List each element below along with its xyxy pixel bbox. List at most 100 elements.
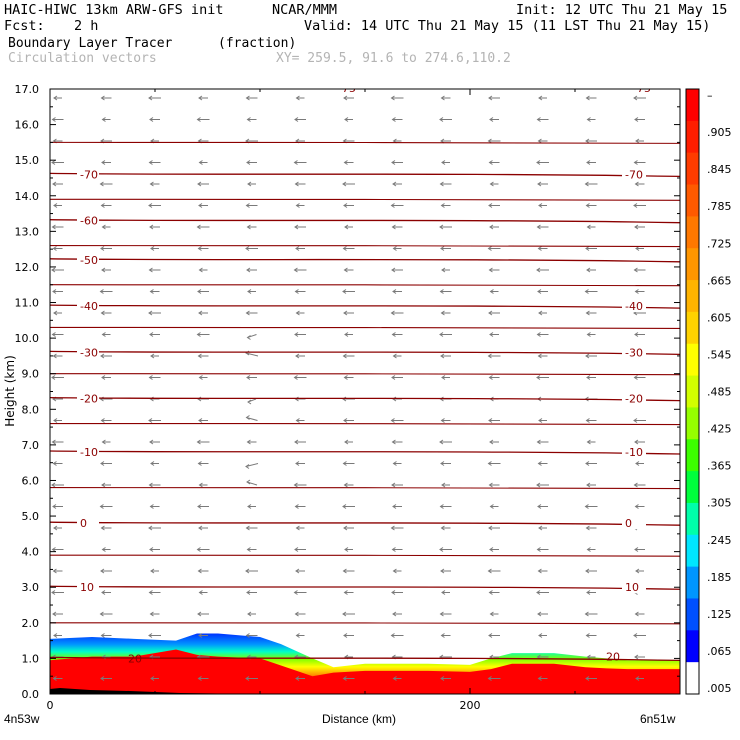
contour-label-right: 0	[625, 517, 632, 530]
y-tick-label: 7.0	[22, 439, 40, 452]
vector-arrow	[150, 461, 159, 466]
vector-arrow	[488, 633, 500, 638]
vector-arrow	[489, 224, 499, 230]
vector-arrow	[51, 482, 64, 488]
vector-arrow	[441, 375, 450, 380]
vector-arrow	[101, 160, 111, 165]
vector-arrow	[586, 375, 596, 380]
vector-arrow	[489, 504, 499, 509]
vector-arrow	[440, 353, 451, 359]
vector-arrow	[293, 375, 307, 380]
vector-arrow	[392, 181, 402, 187]
contour-label-top: -75	[633, 82, 651, 95]
vector-arrow	[391, 332, 403, 337]
temperature-contour-line	[50, 219, 680, 224]
vector-arrow	[245, 310, 258, 316]
vector-arrow	[633, 95, 646, 101]
vector-arrow	[148, 633, 161, 638]
vector-arrow	[342, 181, 355, 187]
vector-arrow	[196, 547, 210, 552]
contour-label-left: -30	[80, 346, 98, 359]
vector-arrow	[149, 181, 160, 187]
vector-arrow	[536, 117, 549, 122]
temperature-contour-line	[50, 487, 680, 490]
y-tick-label: 4.0	[22, 546, 40, 559]
vector-arrow	[585, 310, 597, 316]
vector-arrow	[635, 246, 644, 251]
vector-arrow	[342, 504, 355, 509]
vector-arrow	[101, 224, 111, 230]
vector-arrow	[584, 504, 598, 509]
vector-arrow	[247, 289, 256, 294]
contour-label-left: -10	[80, 446, 98, 459]
vector-arrow	[440, 461, 451, 466]
vector-arrow	[343, 310, 354, 316]
vector-arrow	[197, 246, 209, 251]
vector-arrow	[198, 525, 208, 531]
vector-arrow	[634, 332, 645, 337]
vector-arrow	[440, 525, 451, 531]
vector-arrow	[586, 547, 596, 552]
contour-label-left: 0	[80, 517, 87, 530]
colorbar-label: .725	[707, 237, 732, 250]
vector-arrow	[246, 375, 257, 380]
vector-arrow	[439, 181, 452, 187]
contour-label-right: -40	[625, 300, 643, 313]
y-tick-label: 8.0	[22, 403, 40, 416]
colorbar-label: .065	[707, 645, 732, 658]
vector-arrow	[392, 353, 402, 359]
vector-arrow	[537, 504, 548, 509]
vector-arrow	[487, 246, 501, 251]
vector-arrow	[342, 461, 355, 466]
vector-arrow	[635, 461, 644, 466]
temperature-contour-line	[50, 245, 680, 248]
vector-arrow	[51, 332, 64, 337]
vector-arrow	[391, 482, 403, 488]
vector-arrow	[488, 95, 500, 101]
vector-arrow	[489, 611, 499, 617]
vector-arrow	[586, 654, 596, 660]
vector-arrow	[52, 676, 63, 681]
vector-arrow	[197, 181, 209, 187]
model-title: HAIC-HIWC 13km ARW-GFS init	[4, 2, 224, 18]
y-tick-label: 10.0	[15, 332, 40, 345]
vector-arrow	[537, 289, 548, 294]
vector-arrow	[488, 525, 500, 531]
vector-arrow	[391, 224, 403, 230]
vector-arrow	[196, 439, 210, 445]
colorbar-swatch	[686, 89, 699, 122]
vector-arrow	[148, 267, 161, 273]
vector-arrow	[439, 332, 452, 337]
vector-arrow	[439, 289, 452, 294]
temperature-contour-line	[50, 521, 680, 526]
vector-arrow	[52, 611, 63, 617]
vector-arrow	[487, 353, 501, 359]
vector-arrow	[100, 461, 112, 466]
vector-arrow	[148, 482, 161, 488]
vector-arrow	[101, 267, 111, 273]
vector-arrow	[101, 482, 111, 488]
vector-arrow	[585, 95, 597, 101]
vector-arrow	[53, 418, 62, 423]
temperature-contour-line	[50, 396, 680, 402]
temperature-contours: 10 0 -10 -20 -30 -40 -50 -60 -70 10 0 -10 -20 -30 -40 -…	[50, 82, 680, 665]
vector-arrow	[197, 461, 209, 466]
colorbar-label: .005	[707, 682, 732, 695]
vector-arrow	[149, 439, 160, 445]
vector-arrow	[294, 504, 306, 509]
contour-label-bg	[77, 167, 99, 181]
vector-arrow	[633, 160, 646, 165]
vector-arrow	[633, 203, 646, 208]
vector-arrow	[246, 479, 258, 486]
vector-arrow	[635, 676, 644, 681]
vector-arrow	[439, 504, 452, 509]
vector-arrow	[150, 676, 159, 681]
contour-label-bg	[77, 516, 99, 530]
vector-arrow	[148, 525, 161, 531]
vector-arrow	[148, 160, 161, 165]
vector-arrow	[342, 353, 355, 359]
x-tick-label: 200	[460, 699, 481, 712]
vector-arrow	[391, 547, 403, 552]
vector-arrow	[392, 246, 402, 251]
vector-arrow	[51, 547, 64, 552]
